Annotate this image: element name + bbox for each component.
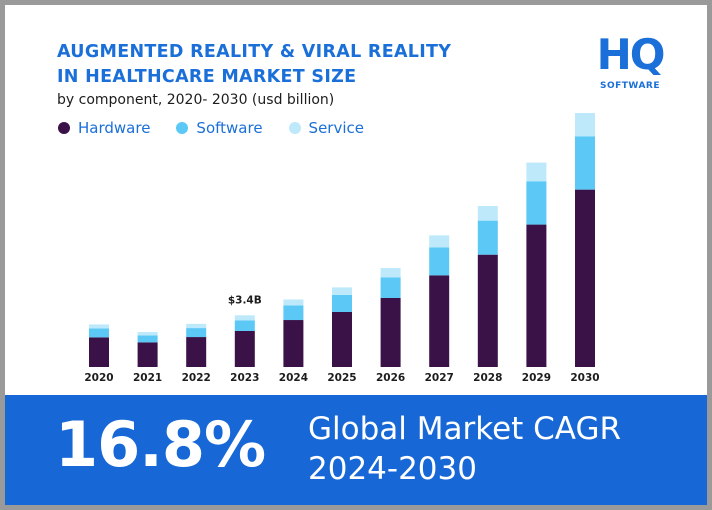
legend-label: Software — [196, 119, 263, 137]
cagr-value: 16.8% — [55, 408, 266, 481]
bar-service-2024 — [283, 299, 304, 306]
cagr-banner: 16.8% Global Market CAGR 2024-2030 — [0, 395, 712, 510]
x-tick-label: 2021 — [133, 372, 162, 384]
chart-title: AUGMENTED REALITY & VIRAL REALITY IN HEA… — [57, 40, 451, 90]
bar-software-2028 — [477, 220, 498, 255]
x-tick-label: 2024 — [279, 372, 308, 384]
bar-service-2023 — [234, 315, 255, 321]
x-tick-label: 2026 — [376, 372, 405, 384]
bar-software-2023 — [234, 320, 255, 331]
bar-software-2022 — [186, 328, 207, 338]
x-tick-label: 2020 — [84, 372, 113, 384]
legend-swatch-hardware — [58, 122, 70, 134]
bar-service-2020 — [89, 324, 109, 329]
bar-software-2020 — [89, 328, 109, 338]
bar-hardware-2025 — [332, 311, 352, 367]
x-tick-label: 2025 — [327, 372, 356, 384]
legend-label: Service — [308, 119, 364, 137]
legend-swatch-service — [288, 122, 301, 134]
bar-hardware-2024 — [283, 320, 304, 367]
chart-subtitle: by component, 2020- 2030 (usd billion) — [57, 92, 335, 108]
logo-mark: HQ — [596, 30, 666, 79]
bar-service-2026 — [380, 268, 401, 278]
bar-service-2025 — [332, 287, 352, 295]
x-tick-label: 2029 — [522, 372, 551, 384]
bar-hardware-2026 — [380, 297, 401, 367]
bar-service-2030 — [575, 113, 595, 137]
x-tick-label: 2022 — [182, 372, 211, 384]
title-line-1: AUGMENTED REALITY & VIRAL REALITY — [57, 42, 452, 62]
legend: Hardware Software Service — [58, 119, 364, 137]
bar-service-2028 — [477, 206, 498, 221]
cagr-label-line-1: Global Market CAGR — [308, 411, 622, 447]
x-tick-label: 2030 — [570, 372, 599, 384]
legend-swatch-software — [176, 122, 189, 134]
bar-software-2024 — [283, 305, 304, 321]
bar-service-2027 — [429, 235, 450, 248]
data-label: $3.4B — [228, 294, 262, 306]
logo-text: SOFTWARE — [600, 81, 660, 91]
bar-software-2027 — [429, 247, 450, 276]
bar-hardware-2020 — [89, 337, 109, 367]
legend-item-software: Software — [176, 119, 263, 137]
title-line-2: IN HEALTHCARE MARKET SIZE — [57, 67, 357, 87]
bar-hardware-2029 — [526, 224, 547, 367]
bar-software-2021 — [137, 335, 158, 343]
x-tick-label: 2028 — [473, 372, 502, 384]
legend-label: Hardware — [78, 119, 151, 137]
bar-software-2029 — [526, 181, 547, 225]
legend-item-service: Service — [288, 119, 364, 137]
x-tick-label: 2027 — [425, 372, 454, 384]
bar-software-2030 — [575, 136, 595, 190]
bar-service-2029 — [526, 162, 547, 182]
bar-hardware-2027 — [429, 275, 450, 367]
bar-hardware-2028 — [477, 254, 498, 367]
bar-hardware-2021 — [137, 342, 158, 367]
company-logo: HQ SOFTWARE — [594, 30, 666, 92]
cagr-label-line-2: 2024-2030 — [308, 451, 477, 487]
bar-chart: 2020 2021 2022 2023 $3.4B 2024 2025 2026 2027 202… — [84, 113, 600, 384]
bar-software-2025 — [332, 294, 352, 312]
bar-software-2026 — [380, 277, 401, 298]
bar-service-2022 — [186, 323, 207, 329]
cagr-label: Global Market CAGR 2024-2030 — [308, 409, 621, 489]
bar-hardware-2022 — [186, 337, 207, 367]
bar-hardware-2030 — [575, 189, 595, 367]
legend-item-hardware: Hardware — [58, 119, 150, 137]
bar-service-2021 — [137, 332, 158, 336]
x-tick-label: 2023 — [230, 372, 259, 384]
bar-hardware-2023 — [234, 330, 255, 367]
